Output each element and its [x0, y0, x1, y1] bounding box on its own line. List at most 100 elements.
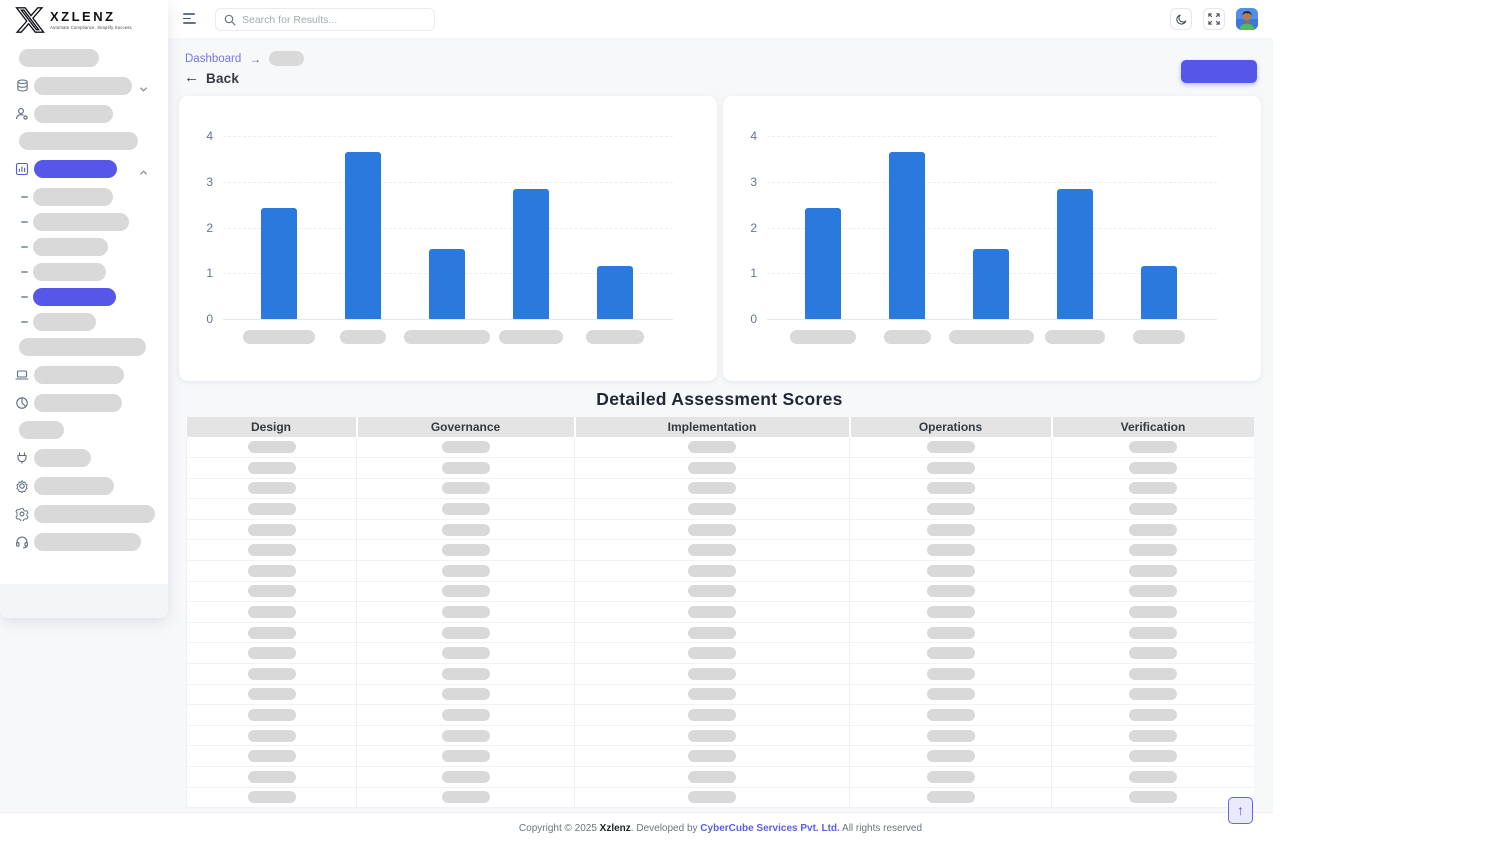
cell-skeleton	[688, 729, 736, 742]
developer-link[interactable]: CyberCube Services Pvt. Ltd.	[700, 823, 840, 834]
cell-skeleton	[926, 667, 975, 680]
table-row	[186, 704, 1254, 726]
bar-chart-right: 0 1 2 3 4	[723, 96, 1261, 381]
sidebar-item[interactable]	[0, 104, 168, 123]
x-label-skeleton	[340, 330, 386, 344]
x-label-skeleton	[499, 330, 563, 344]
cell-skeleton	[247, 750, 296, 763]
cell-skeleton	[926, 750, 975, 763]
sidebar-item[interactable]	[0, 504, 168, 523]
gridline	[223, 136, 673, 138]
sidebar-item[interactable]	[0, 132, 168, 151]
column-header-governance: Governance	[356, 417, 576, 437]
sidebar-subitem[interactable]	[0, 237, 168, 256]
breadcrumb-dashboard-link[interactable]: Dashboard	[185, 52, 242, 65]
cell-skeleton	[247, 606, 296, 619]
table-row	[186, 622, 1254, 644]
sidebar-item[interactable]	[0, 160, 168, 179]
sidebar-item[interactable]	[0, 76, 168, 95]
sidebar-item[interactable]	[0, 421, 168, 440]
cell-skeleton	[441, 647, 490, 660]
subitem-dash-icon	[21, 271, 28, 273]
cell-skeleton	[441, 791, 490, 804]
sidebar-active-skeleton	[33, 287, 116, 306]
pie-chart-icon	[15, 396, 29, 410]
sidebar-subitem[interactable]	[0, 187, 168, 206]
x-label-skeleton	[1133, 330, 1185, 344]
cell-skeleton	[441, 709, 490, 722]
primary-action-button[interactable]	[1181, 60, 1257, 83]
x-label-skeleton	[1045, 330, 1105, 344]
x-label-skeleton	[404, 330, 490, 344]
sidebar-item[interactable]	[0, 365, 168, 384]
bar	[1057, 189, 1093, 319]
sidebar-skeleton	[34, 449, 91, 468]
chart-panel-icon	[15, 162, 29, 176]
scroll-to-top-button[interactable]: ↑	[1228, 797, 1253, 824]
bar	[513, 189, 549, 319]
charts-row: 0 1 2 3 4 0 1 2 3 4	[179, 96, 1261, 381]
cell-skeleton	[247, 544, 296, 557]
cell-skeleton	[1128, 709, 1177, 722]
sidebar-item[interactable]	[0, 449, 168, 468]
sidebar-subitem[interactable]	[0, 312, 168, 331]
dark-mode-button[interactable]	[1170, 8, 1192, 30]
sidebar-subitem[interactable]	[0, 287, 168, 306]
table-row	[186, 581, 1254, 603]
bar	[889, 152, 925, 319]
x-label-skeleton	[586, 330, 644, 344]
x-label-skeleton	[948, 330, 1034, 344]
brand-name: XZLENZ	[50, 9, 116, 25]
sidebar-item[interactable]	[0, 393, 168, 412]
bar	[1141, 266, 1177, 319]
gridline	[767, 227, 1217, 229]
bar	[805, 207, 841, 319]
section-title: Detailed Assessment Scores	[596, 389, 843, 409]
sidebar-item[interactable]	[0, 337, 168, 356]
user-avatar[interactable]	[1236, 8, 1258, 30]
sidebar-skeleton	[33, 212, 129, 231]
bar-chart-left: 0 1 2 3 4	[179, 96, 717, 381]
table-row	[186, 663, 1254, 685]
cell-skeleton	[926, 626, 975, 639]
back-button[interactable]: ← Back	[184, 69, 239, 87]
cell-skeleton	[688, 688, 736, 701]
table-row	[186, 498, 1254, 520]
sidebar-item[interactable]	[0, 532, 168, 551]
app-window: XZLENZ Automate Compliance, Simplify Suc…	[0, 0, 1273, 844]
sidebar-item[interactable]	[0, 49, 168, 67]
cell-skeleton	[247, 770, 296, 783]
y-tick-label: 0	[750, 312, 757, 326]
gridline	[223, 319, 673, 320]
cell-skeleton	[441, 544, 490, 557]
cell-skeleton	[688, 770, 736, 783]
sidebar-subitem[interactable]	[0, 212, 168, 231]
cell-skeleton	[688, 647, 736, 660]
sidebar-skeleton	[34, 104, 113, 123]
cell-skeleton	[926, 482, 975, 495]
table-row	[186, 478, 1254, 500]
sidebar-subitem[interactable]	[0, 262, 168, 281]
cell-skeleton	[688, 503, 736, 516]
cell-skeleton	[441, 729, 490, 742]
breadcrumb-current-skeleton	[269, 51, 305, 66]
table-row	[186, 519, 1254, 541]
cell-skeleton	[1128, 729, 1177, 742]
cell-skeleton	[926, 564, 975, 577]
sidebar-skeleton	[34, 365, 124, 384]
table-row	[186, 539, 1254, 562]
cell-skeleton	[688, 667, 736, 680]
chevron-up-icon	[139, 164, 148, 182]
y-tick-label: 3	[750, 174, 757, 189]
fullscreen-button[interactable]	[1203, 8, 1225, 30]
sidebar: XZLENZ Automate Compliance, Simplify Suc…	[0, 0, 168, 618]
search-box	[215, 8, 435, 31]
page-footer: Copyright © 2025 Xzlenz. Developed by Cy…	[0, 812, 1273, 844]
cell-skeleton	[441, 503, 490, 516]
search-input[interactable]	[242, 13, 426, 26]
cell-skeleton	[1128, 482, 1177, 495]
menu-toggle-button[interactable]	[183, 13, 196, 25]
sidebar-item[interactable]	[0, 476, 168, 495]
brand-logo[interactable]: XZLENZ Automate Compliance, Simplify Suc…	[0, 0, 168, 40]
table-row	[186, 642, 1254, 665]
